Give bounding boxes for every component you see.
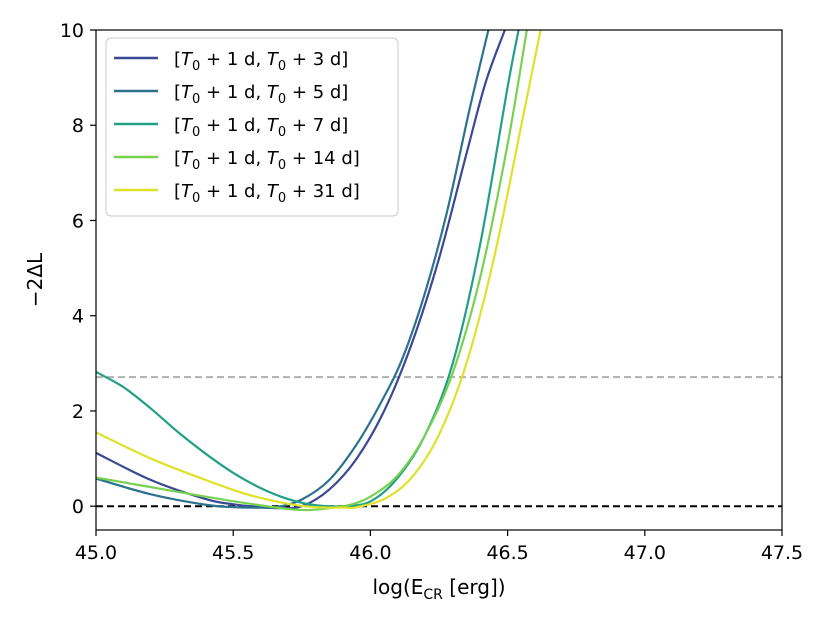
- series-line-5: [96, 30, 542, 510]
- reference-lines: [96, 376, 782, 508]
- y-axis: 0 2 4 6 8 10: [60, 20, 96, 518]
- legend-box: [105, 37, 399, 217]
- y-axis-label: −2ΔL: [23, 252, 47, 307]
- x-axis-label: log(ECR [erg]): [372, 575, 505, 603]
- legend-label-1: [T0 + 1 d, T0 + 3 d]: [174, 49, 348, 74]
- x-tick-label: 47.0: [624, 542, 666, 564]
- y-tick-label: 8: [72, 115, 84, 137]
- series-line-3: [96, 30, 520, 508]
- series-lines: [96, 30, 542, 512]
- legend: [T0 + 1 d, T0 + 3 d] [T0 + 1 d, T0 + 5 d]…: [105, 37, 399, 217]
- legend-label-2: [T0 + 1 d, T0 + 5 d]: [174, 82, 348, 107]
- series-line-1: [96, 30, 506, 510]
- series-line-2: [96, 30, 490, 509]
- x-tick-label: 45.0: [75, 542, 117, 564]
- series-line-4: [96, 30, 528, 512]
- x-axis: 45.0 45.5 46.0 46.5 47.0 47.5: [75, 530, 803, 564]
- y-tick-label: 10: [60, 20, 84, 42]
- x-tick-label: 46.0: [349, 542, 391, 564]
- plot-frame: [95, 29, 783, 531]
- y-tick-label: 4: [72, 306, 84, 328]
- legend-label-4: [T0 + 1 d, T0 + 14 d]: [174, 148, 360, 173]
- x-tick-label: 47.5: [761, 542, 803, 564]
- y-tick-label: 6: [72, 210, 84, 232]
- legend-label-5: [T0 + 1 d, T0 + 31 d]: [174, 181, 360, 206]
- y-tick-label: 0: [72, 496, 84, 518]
- legend-label-3: [T0 + 1 d, T0 + 7 d]: [174, 115, 348, 140]
- y-tick-label: 2: [72, 401, 84, 423]
- x-tick-label: 46.5: [486, 542, 528, 564]
- x-tick-label: 45.5: [212, 542, 254, 564]
